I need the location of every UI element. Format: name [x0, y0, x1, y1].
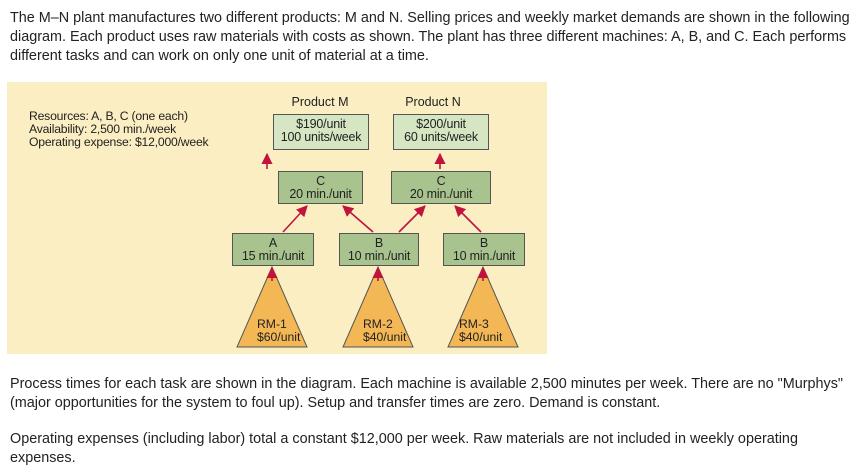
rm2-triangle: [342, 265, 414, 348]
operating-expense-line: Operating expense: $12,000/week: [29, 135, 209, 149]
rm1-triangle: [236, 265, 308, 348]
rm3-cost: $40/unit: [459, 330, 503, 344]
product-n-box: $200/unit 60 units/week: [393, 114, 489, 150]
rm1-cost: $60/unit: [257, 330, 301, 344]
product-n-price: $200/unit: [416, 117, 466, 131]
rm2-cost: $40/unit: [363, 330, 407, 344]
machine-c-m-box: C 20 min./unit: [278, 171, 363, 204]
availability-line: Availability: 2,500 min./week: [29, 122, 177, 136]
machine-c-m-time: 20 min./unit: [289, 187, 352, 201]
machine-c-m-label: C: [316, 174, 325, 188]
machine-c-n-label: C: [436, 174, 446, 188]
machine-b-right-box: B 10 min./unit: [443, 233, 525, 266]
machine-c-n-box: C 20 min./unit: [391, 171, 491, 204]
machine-b-mid-time: 10 min./unit: [347, 249, 411, 263]
arrow-bright-to-cn: [454, 205, 482, 233]
rm2-label: RM-2 $40/unit: [363, 318, 406, 344]
machine-c-n-time: 20 min./unit: [409, 187, 473, 201]
expense-paragraph: Operating expenses (including labor) tot…: [10, 431, 798, 466]
machine-a-time: 15 min./unit: [241, 249, 305, 263]
arrow-bmid-to-cn: [398, 205, 426, 233]
product-m-demand: 100 units/week: [280, 130, 362, 144]
process-paragraph: Process times for each task are shown in…: [10, 376, 844, 411]
machine-b-right-label: B: [479, 236, 489, 250]
arrow-a-to-cm: [282, 205, 308, 233]
machine-a-box: A 15 min./unit: [232, 233, 314, 266]
resources-info: Resources: A, B, C (one each) Availabili…: [29, 109, 209, 149]
rm3-triangle: [447, 265, 519, 348]
machine-b-mid-label: B: [374, 236, 384, 250]
product-n-demand: 60 units/week: [404, 130, 478, 144]
product-m-title: Product M: [291, 95, 349, 109]
rm1-label: RM-1 $60/unit: [257, 318, 300, 344]
machine-b-right-time: 10 min./unit: [452, 249, 516, 263]
rm3-name: RM-3: [459, 317, 489, 331]
diagram-graphics: [236, 152, 519, 348]
product-flow-diagram: Resources: A, B, C (one each) Availabili…: [7, 82, 547, 354]
product-m-price: $190/unit: [296, 117, 346, 131]
machine-b-mid-box: B 10 min./unit: [339, 233, 419, 266]
rm2-name: RM-2: [363, 317, 393, 331]
arrow-bmid-to-cm: [342, 205, 374, 233]
intro-paragraph: The M–N plant manufactures two different…: [10, 10, 850, 64]
resources-line: Resources: A, B, C (one each): [29, 109, 188, 123]
product-n-title: Product N: [405, 95, 461, 109]
rm3-label: RM-3 $40/unit: [459, 318, 502, 344]
machine-a-label: A: [268, 236, 278, 250]
product-m-box: $190/unit 100 units/week: [273, 114, 369, 150]
rm1-name: RM-1: [257, 317, 287, 331]
